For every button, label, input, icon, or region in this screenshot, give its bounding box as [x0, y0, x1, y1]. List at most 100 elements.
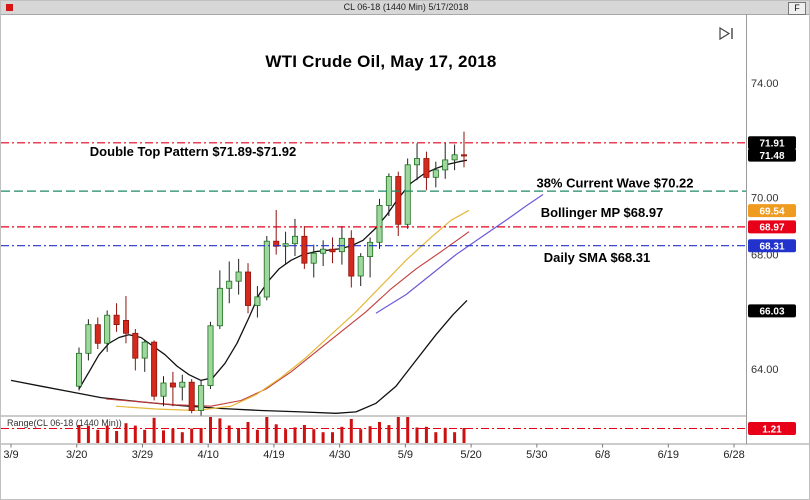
range-bar: [302, 425, 306, 443]
candle-body: [141, 341, 148, 359]
candle-body: [76, 352, 83, 387]
candle-body: [395, 176, 402, 225]
price-badge-bg: [748, 136, 796, 150]
range-bar: [199, 428, 203, 443]
range-bar: [387, 425, 391, 443]
price-chart[interactable]: Double Top Pattern $71.89-$71.92 38% Curr…: [1, 14, 810, 500]
price-badge: 71.48: [759, 151, 784, 162]
candle-body: [432, 169, 439, 178]
window-title: CL 06-18 (1440 Min) 5/17/2018: [343, 2, 469, 12]
candle-body: [160, 382, 167, 397]
candle-body: [367, 241, 374, 258]
price-badge: 71.91: [759, 139, 784, 150]
range-bar: [143, 429, 147, 443]
range-bar: [462, 428, 466, 443]
f-button[interactable]: F: [788, 2, 806, 15]
annotations-layer: Double Top Pattern $71.89-$71.92 38% Curr…: [90, 144, 694, 265]
x-axis-label: 5/30: [526, 449, 547, 461]
range-bar: [396, 417, 400, 443]
range-bar: [265, 417, 269, 443]
range-bar: [77, 425, 81, 443]
price-badge-bg: [748, 220, 796, 234]
range-bar: [368, 426, 372, 443]
annotation-text: 38% Current Wave $70.22: [536, 175, 693, 190]
candle-body: [226, 280, 233, 289]
y-axis-label: 68.00: [751, 250, 779, 262]
horizontal-lines-layer: [1, 142, 746, 247]
candle-body: [123, 319, 130, 334]
range-bar: [415, 427, 419, 443]
y-axis-label: 70.00: [751, 192, 779, 204]
candle-body: [273, 240, 280, 247]
annotation-text: Daily SMA $68.31: [544, 250, 650, 265]
price-badge-bg: [748, 239, 796, 253]
candle-body: [282, 243, 289, 247]
candle-body: [263, 240, 270, 298]
range-bar: [105, 425, 109, 443]
range-bar: [331, 432, 334, 443]
chart-title: WTI Crude Oil, May 17, 2018: [265, 52, 497, 71]
y-axis-label: 74.00: [751, 78, 779, 90]
candle-body: [442, 159, 449, 171]
x-axis-label: 5/9: [398, 449, 413, 461]
range-panel-layer: [1, 417, 746, 443]
line-ma-red: [105, 231, 470, 407]
x-axis-label: 4/30: [329, 449, 350, 461]
candle-body: [207, 325, 214, 386]
price-badge-bg: [748, 304, 796, 318]
candle-body: [216, 287, 223, 327]
candle-body: [320, 248, 327, 254]
candle-body: [376, 204, 383, 243]
x-axis-label: 4/19: [263, 449, 284, 461]
price-badge: 68.31: [759, 242, 784, 253]
range-bar: [124, 423, 128, 443]
indicator-lines-layer: [10, 159, 544, 414]
range-bar: [434, 432, 438, 443]
range-bar: [378, 422, 381, 443]
window-title-bar: CL 06-18 (1440 Min) 5/17/2018: [1, 1, 809, 15]
candle-body: [244, 271, 251, 306]
range-bar: [209, 417, 212, 443]
candle-body: [198, 385, 205, 411]
candle-body: [385, 176, 392, 206]
candle-body: [188, 381, 195, 411]
range-bar: [180, 432, 184, 443]
candle-body: [413, 158, 420, 166]
price-badge: 68.97: [759, 223, 784, 234]
x-axis-labels: 3/9 3/20 3/29 4/10 4/19 4/30 5/9 5/20 5/30 6/8 6/1…: [3, 444, 745, 461]
skip-to-end-icon[interactable]: [717, 26, 737, 41]
candles-layer: [76, 131, 467, 416]
range-indicator-label: Range(CL 06-18 (1440 Min)): [7, 418, 122, 428]
range-bar: [312, 429, 316, 443]
range-bar: [115, 431, 119, 443]
range-bar: [237, 428, 241, 443]
x-axis-label: 3/29: [132, 449, 153, 461]
range-bar: [152, 417, 156, 443]
candle-body: [301, 235, 308, 264]
range-bar: [171, 428, 175, 443]
range-bar: [321, 432, 325, 443]
candle-body: [254, 296, 261, 306]
range-bar: [274, 424, 278, 443]
candle-body: [94, 324, 101, 344]
candle-body: [235, 271, 242, 282]
range-bar: [246, 422, 250, 443]
x-axis-label: 3/20: [66, 449, 87, 461]
range-bar: [453, 432, 457, 443]
candle-body: [104, 314, 111, 344]
candle-body: [132, 332, 139, 359]
x-axis-label: 6/28: [723, 449, 744, 461]
candle-body: [404, 164, 411, 225]
x-axis-label: 6/8: [595, 449, 610, 461]
annotation-text: Double Top Pattern $71.89-$71.92: [90, 144, 296, 159]
range-bar: [218, 418, 222, 443]
range-badge-bg: [748, 422, 796, 435]
x-axis-label: 4/10: [197, 449, 218, 461]
candle-body: [451, 154, 458, 161]
candle-body: [85, 324, 92, 354]
x-axis-label: 5/20: [460, 449, 481, 461]
candle-body: [357, 256, 364, 277]
range-bar: [443, 427, 447, 443]
